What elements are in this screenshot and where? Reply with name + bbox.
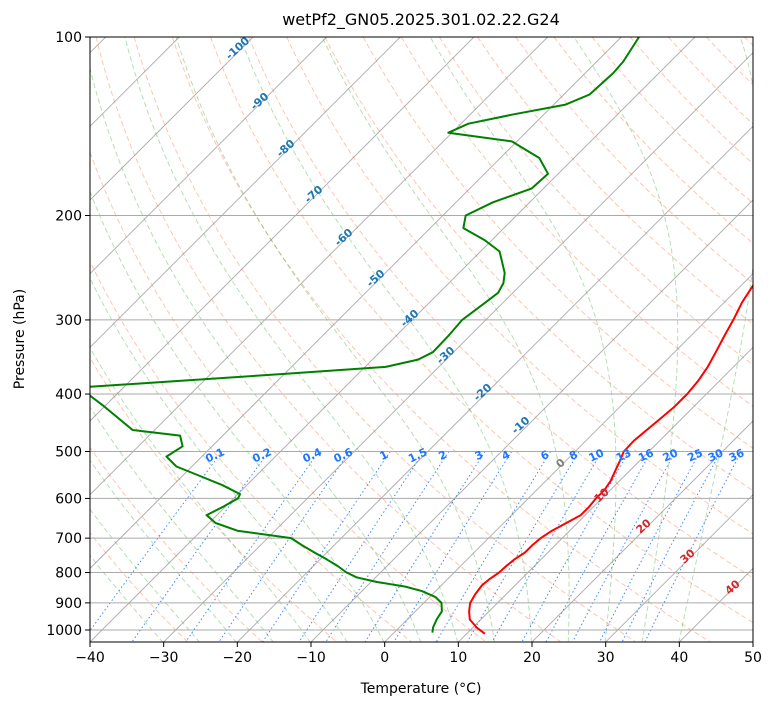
mixing-ratio-line: [545, 451, 652, 642]
x-tick-label: −30: [149, 650, 179, 666]
dry-adiabat: [400, 37, 753, 407]
mixing-ratio-line: [491, 451, 603, 642]
x-axis: −40 −30 −20 −10 0 10 20 30 40 50: [75, 642, 762, 666]
y-tick-label: 400: [55, 387, 82, 403]
mixing-ratio-line: [521, 451, 630, 642]
x-tick-label: 0: [380, 650, 389, 666]
isotherm-line: [236, 125, 753, 642]
plot-area: [90, 37, 753, 642]
moist-adiabat: [678, 37, 753, 642]
moist-adiabat: [90, 66, 422, 642]
x-tick-label: −10: [296, 650, 326, 666]
y-axis-label: Pressure (hPa): [12, 289, 28, 389]
mixing-ratio-line: [131, 451, 270, 642]
isotherm-line: [90, 37, 328, 275]
moist-adiabat: [124, 37, 459, 642]
y-tick-label: 200: [55, 209, 82, 225]
plot-frame: [89, 36, 754, 643]
mixing-ratio-line: [571, 451, 676, 642]
mixing-ratio-label: 20: [661, 446, 681, 464]
moist-adiabat: [573, 37, 679, 642]
isotherm-line: [457, 346, 753, 642]
mixing-ratio-label: 36: [727, 446, 747, 464]
dry-adiabat: [133, 37, 637, 642]
isotherm-line: [90, 37, 622, 570]
y-tick-label: 300: [55, 313, 82, 329]
mixing-ratio-line: [621, 451, 722, 642]
dry-adiabat: [248, 37, 753, 579]
moist-adiabat: [90, 190, 385, 642]
x-tick-label: 20: [523, 650, 541, 666]
mixing-ratio-line: [393, 451, 513, 642]
mixing-ratio-line: [435, 451, 551, 642]
mixing-ratio-label: 30: [706, 446, 726, 464]
isotherm-line: [310, 199, 753, 642]
dewpoint-profile: [90, 37, 640, 633]
mixing-ratio-line: [364, 451, 486, 642]
mixing-ratio-line: [466, 451, 580, 642]
x-tick-label: 50: [744, 650, 762, 666]
chart-title: wetPf2_GN05.2025.301.02.22.G24: [282, 10, 560, 30]
y-tick-label: 900: [55, 596, 82, 612]
moist-adiabat: [239, 37, 532, 642]
isotherm-line: [162, 51, 753, 642]
x-tick-label: −40: [75, 650, 105, 666]
moist-adiabat: [90, 406, 274, 642]
mixing-ratio-label: 10: [587, 446, 607, 464]
x-tick-label: −20: [223, 650, 253, 666]
y-tick-label: 800: [55, 566, 82, 582]
mixing-ratio-label: 16: [636, 446, 656, 464]
isotherm-line: [604, 493, 753, 642]
isotherm-line: [90, 37, 696, 642]
moist-adiabat: [90, 459, 237, 642]
dry-adiabat: [286, 37, 753, 535]
isotherm-line: [383, 272, 753, 642]
dry-adiabat: [90, 446, 263, 642]
mixing-ratio-line: [218, 451, 351, 642]
x-tick-label: 40: [670, 650, 688, 666]
dry-adiabat: [438, 37, 753, 366]
dry-adiabat: [210, 37, 753, 624]
mixing-ratio-line: [185, 451, 320, 642]
y-tick-label: 600: [55, 491, 82, 507]
mixing-ratio-line: [599, 451, 701, 642]
isotherm-line: [90, 37, 475, 422]
dry-adiabat: [629, 37, 753, 165]
mixing-ratio-label: 25: [685, 446, 704, 464]
moist-adiabat: [429, 37, 617, 642]
y-tick-label: 500: [55, 444, 82, 460]
moist-adiabat: [321, 37, 570, 642]
dry-adiabat: [171, 37, 712, 642]
dry-adiabat: [515, 37, 753, 285]
dry-adiabat: [553, 37, 753, 244]
x-tick-label: 30: [597, 650, 615, 666]
isotherm-line: [531, 420, 753, 642]
mixing-ratio-label: 13: [614, 446, 633, 464]
y-axis: 100 200 300 400 500 600 700 800 900 1000: [46, 30, 90, 639]
x-axis-label: Temperature (°C): [360, 681, 482, 697]
isotherm-line: [90, 37, 401, 349]
isotherm-line: [90, 37, 254, 201]
isotherm-line: [90, 37, 549, 496]
moist-adiabat: [175, 37, 496, 642]
dry-adiabat: [95, 37, 562, 642]
temperature-profile: [468, 283, 753, 635]
x-tick-label: 10: [449, 650, 467, 666]
y-tick-label: 1000: [46, 623, 82, 639]
y-tick-label: 100: [55, 30, 82, 46]
y-tick-label: 700: [55, 531, 82, 547]
dry-adiabat: [324, 37, 753, 492]
